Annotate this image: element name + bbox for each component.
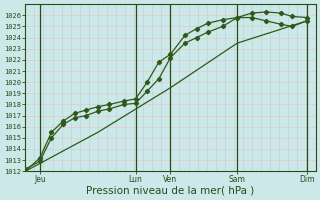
X-axis label: Pression niveau de la mer( hPa ): Pression niveau de la mer( hPa ) <box>86 186 254 196</box>
